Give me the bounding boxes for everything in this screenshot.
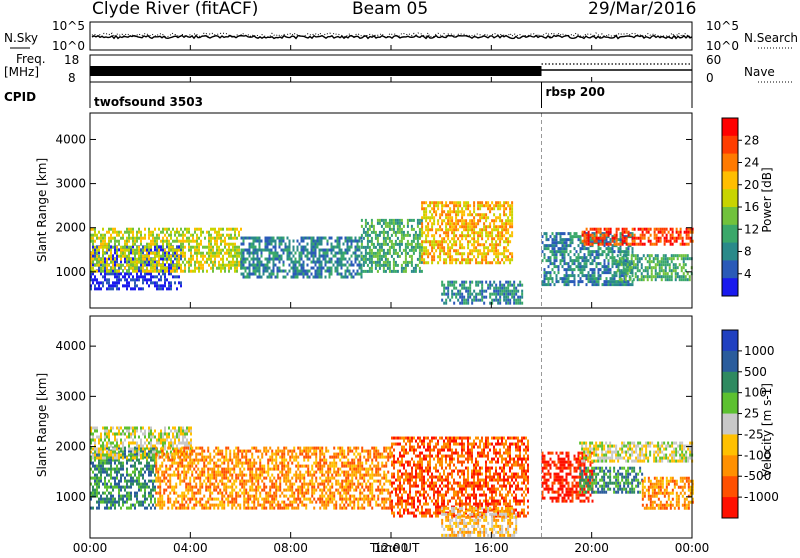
xtick-5: 20:00 [574,541,609,554]
cpid-panel: CPID twofsound 3503 rbsp 200 [4,82,692,109]
nsky-left-tick-bottom: 10^0 [52,39,85,53]
velocity-colorbar-swatch-6 [722,455,738,476]
power-colorbar-swatch-7 [722,243,738,261]
velocity-colorbar-swatch-4 [722,414,738,435]
freq-right-tick-bottom: 0 [706,71,714,85]
velocity-heatmap [90,316,694,538]
velocity-ytick-3: 1000 [55,490,86,504]
xaxis-label: Time UT [369,541,420,554]
velocity-colorbar-tick-0: 1000 [744,344,775,358]
power-ylabel: Slant Range [km] [35,158,49,262]
station-title: Clyde River (fitACF) [92,0,258,19]
velocity-colorbar-swatch-7 [722,476,738,497]
velocity-blob-2 [155,447,391,510]
cpid-program-rbsp: rbsp 200 [546,85,605,99]
power-blob-3 [361,219,423,273]
power-ytick-3: 1000 [55,265,86,279]
power-colorbar-swatch-2 [722,154,738,172]
velocity-colorbar-swatch-3 [722,393,738,414]
xtick-6: 00:00 [675,541,710,554]
freq-panel: Freq. [MHz] 18 8 60 0 Nave [4,52,792,85]
xtick-2: 08:00 [273,541,308,554]
power-colorbar-tick-6: 4 [744,267,752,281]
nsky-right-tick-top: 10^5 [706,19,739,33]
velocity-colorbar-tick-1: 500 [744,365,767,379]
power-blob-7 [582,228,694,246]
velocity-ylabel: Slant Range [km] [35,373,49,477]
freq-right-tick-top: 60 [706,53,721,67]
freq-label-line2: [MHz] [4,65,39,79]
nsky-panel: N.Sky 10^5 10^0 10^5 10^0 N.Search [4,19,798,53]
power-colorbar-tick-4: 12 [744,222,759,236]
beam-title: Beam 05 [352,0,428,19]
velocity-panel: 4000 3000 2000 1000 Slant Range [km] 1000 50… [35,316,779,538]
velocity-blob-3 [391,437,529,518]
velocity-blob-7 [579,442,693,463]
nsky-right-tick-bottom: 10^0 [706,39,739,53]
xtick-0: 00:00 [73,541,108,554]
power-colorbar-swatch-1 [722,136,738,154]
power-colorbar-swatch-8 [722,260,738,278]
xtick-4: 16:00 [474,541,509,554]
nsky-left-tick-top: 10^5 [52,19,85,33]
power-colorbar-swatch-5 [722,207,738,225]
freq-left-tick-top: 18 [64,53,79,67]
cpid-label: CPID [4,90,36,104]
power-colorbar-swatch-0 [722,118,738,136]
power-panel: 4000 3000 2000 1000 Slant Range [km] 28 24 20… [35,113,774,308]
power-colorbar-swatch-6 [722,225,738,243]
velocity-colorbar-swatch-8 [722,497,738,518]
velocity-colorbar-swatch-5 [722,434,738,455]
velocity-ytick-1: 3000 [55,389,86,403]
velocity-colorbar-label: Velocity [m s-1] [760,383,774,477]
power-colorbar-tick-0: 28 [744,133,759,147]
velocity-colorbar-swatch-1 [722,351,738,372]
power-colorbar-swatch-9 [722,278,738,296]
power-heatmap [90,113,694,308]
date-title: 29/Mar/2016 [588,0,696,19]
velocity-ytick-2: 2000 [55,440,86,454]
power-ytick-1: 3000 [55,177,86,191]
nave-label: Nave [744,65,775,79]
freq-left-tick-bottom: 8 [68,71,76,85]
velocity-ytick-0: 4000 [55,339,86,353]
freq-label-line1: Freq. [16,52,46,66]
power-colorbar-tick-3: 16 [744,200,759,214]
power-colorbar-tick-2: 20 [744,178,759,192]
power-colorbar: 28 24 20 16 12 8 4 [722,118,759,297]
velocity-colorbar-swatch-2 [722,372,738,393]
power-colorbar-swatch-4 [722,189,738,207]
power-ytick-0: 4000 [55,132,86,146]
power-blob-4 [421,201,513,264]
power-colorbar-tick-1: 24 [744,156,759,170]
power-blob-5 [441,281,523,305]
power-colorbar-label: Power [dB] [760,167,774,232]
nsearch-label: N.Search [744,31,798,45]
cpid-program-twofsound: twofsound 3503 [94,95,203,109]
velocity-blob-0 [90,447,156,510]
velocity-colorbar-tick-3: 25 [744,407,759,421]
velocity-colorbar-swatch-0 [722,330,738,351]
power-blob-2 [241,237,363,279]
velocity-colorbar-tick-7: -1000 [744,490,779,504]
velocity-blob-4 [441,507,517,537]
power-colorbar-swatch-3 [722,171,738,189]
power-ytick-2: 2000 [55,221,86,235]
power-colorbar-tick-5: 8 [744,245,752,259]
nsky-label: N.Sky [4,31,38,45]
velocity-blob-8 [642,477,694,510]
xtick-1: 04:00 [173,541,208,554]
